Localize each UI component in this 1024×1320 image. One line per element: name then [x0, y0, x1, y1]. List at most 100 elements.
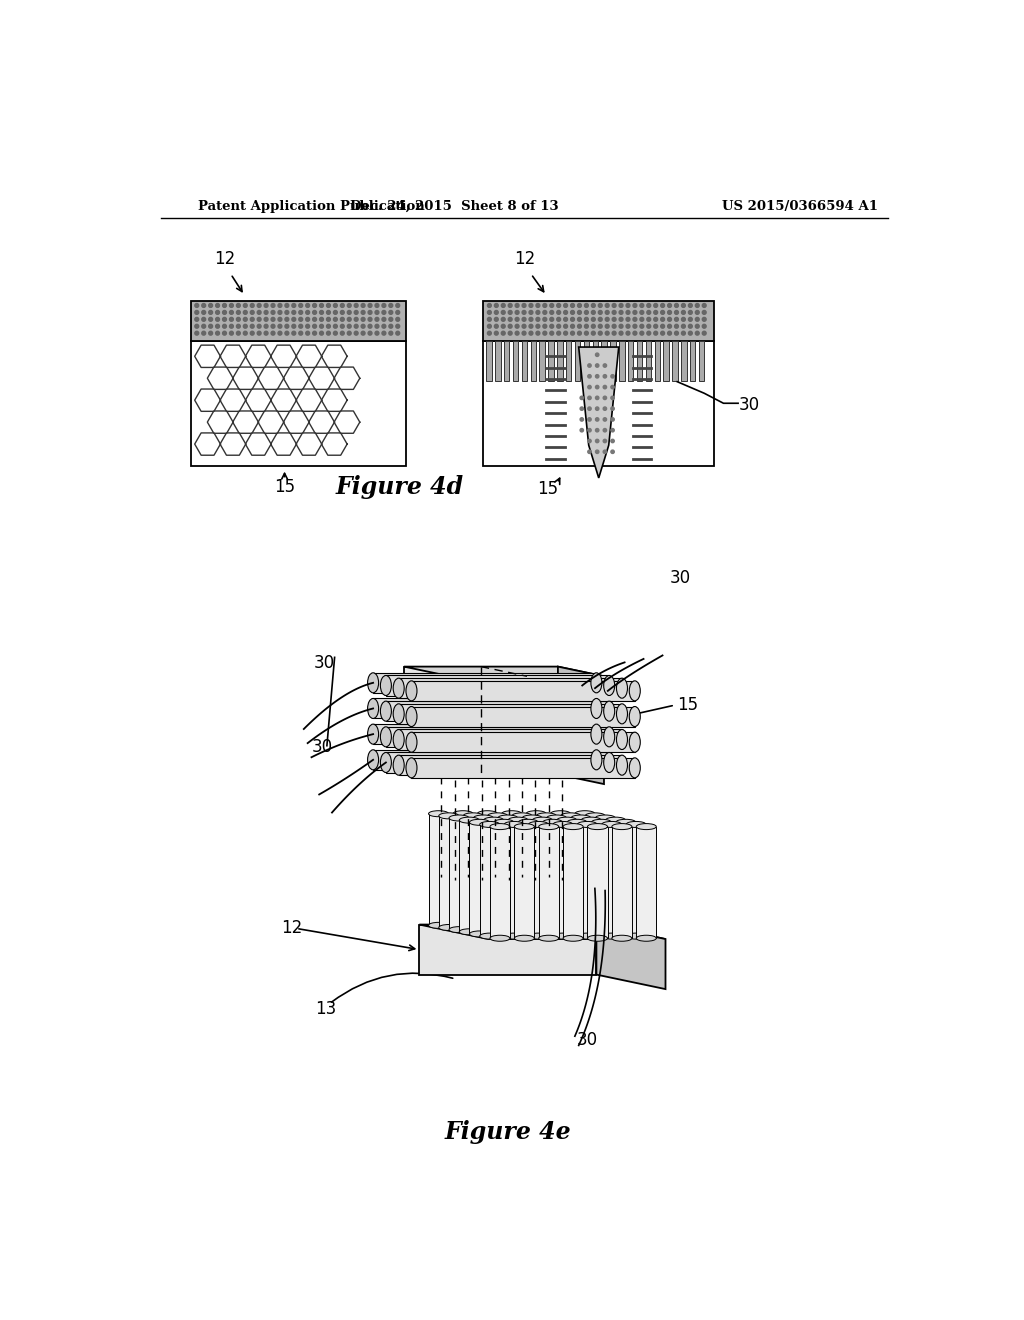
Circle shape: [578, 325, 582, 329]
Bar: [190, 341, 407, 466]
Polygon shape: [602, 825, 622, 936]
Ellipse shape: [571, 814, 591, 821]
Polygon shape: [487, 816, 508, 928]
Text: 30: 30: [313, 653, 335, 672]
Ellipse shape: [604, 727, 614, 747]
Circle shape: [611, 429, 614, 432]
Circle shape: [375, 317, 379, 321]
Circle shape: [508, 331, 512, 335]
Circle shape: [605, 331, 609, 335]
Bar: [672, 341, 678, 381]
Circle shape: [647, 310, 650, 314]
Circle shape: [292, 310, 296, 314]
Circle shape: [563, 325, 567, 329]
Circle shape: [660, 331, 665, 335]
Ellipse shape: [537, 813, 556, 818]
Ellipse shape: [459, 929, 479, 935]
Circle shape: [640, 331, 644, 335]
Circle shape: [264, 304, 268, 308]
Circle shape: [675, 310, 679, 314]
Circle shape: [578, 331, 582, 335]
Circle shape: [299, 317, 303, 321]
Circle shape: [195, 325, 199, 329]
Circle shape: [515, 325, 519, 329]
Circle shape: [257, 304, 261, 308]
Circle shape: [611, 417, 614, 421]
Circle shape: [229, 331, 233, 335]
Circle shape: [222, 331, 226, 335]
Ellipse shape: [591, 750, 602, 770]
Polygon shape: [386, 701, 609, 721]
Ellipse shape: [615, 820, 636, 825]
Ellipse shape: [561, 924, 581, 931]
Ellipse shape: [574, 923, 595, 928]
Circle shape: [382, 304, 386, 308]
Polygon shape: [518, 822, 539, 935]
Ellipse shape: [539, 824, 559, 829]
Circle shape: [596, 417, 599, 421]
Circle shape: [612, 325, 616, 329]
Circle shape: [229, 317, 233, 321]
Circle shape: [596, 385, 599, 389]
Polygon shape: [563, 826, 583, 939]
Polygon shape: [574, 813, 595, 925]
Circle shape: [278, 310, 282, 314]
Ellipse shape: [522, 927, 542, 933]
Ellipse shape: [630, 758, 640, 777]
Text: 15: 15: [538, 480, 558, 499]
Circle shape: [327, 331, 331, 335]
Circle shape: [229, 304, 233, 308]
Circle shape: [598, 304, 602, 308]
Circle shape: [354, 310, 358, 314]
Circle shape: [502, 317, 505, 321]
Polygon shape: [473, 818, 494, 929]
Circle shape: [603, 429, 606, 432]
Polygon shape: [459, 820, 479, 932]
Ellipse shape: [551, 810, 570, 817]
Bar: [681, 341, 686, 381]
Circle shape: [382, 310, 386, 314]
Circle shape: [605, 304, 609, 308]
Circle shape: [237, 304, 241, 308]
Polygon shape: [498, 818, 518, 929]
Ellipse shape: [483, 929, 504, 935]
Ellipse shape: [588, 824, 607, 829]
Circle shape: [222, 310, 226, 314]
Ellipse shape: [380, 752, 391, 772]
Circle shape: [563, 317, 567, 321]
Circle shape: [611, 375, 614, 378]
Text: 30: 30: [311, 738, 333, 756]
Circle shape: [626, 317, 630, 321]
Circle shape: [237, 325, 241, 329]
Ellipse shape: [626, 933, 646, 939]
Polygon shape: [537, 816, 556, 928]
Ellipse shape: [578, 933, 597, 939]
Circle shape: [592, 331, 595, 335]
Circle shape: [312, 331, 316, 335]
Circle shape: [578, 317, 582, 321]
Circle shape: [653, 325, 657, 329]
Polygon shape: [386, 676, 609, 696]
Ellipse shape: [626, 821, 646, 828]
Bar: [584, 341, 589, 381]
Circle shape: [361, 310, 365, 314]
Circle shape: [271, 310, 274, 314]
Polygon shape: [612, 826, 632, 939]
Circle shape: [620, 310, 623, 314]
Ellipse shape: [487, 924, 508, 931]
Circle shape: [522, 325, 526, 329]
Ellipse shape: [567, 931, 587, 937]
Polygon shape: [398, 704, 622, 723]
Circle shape: [375, 304, 379, 308]
Polygon shape: [579, 347, 618, 478]
Circle shape: [389, 304, 393, 308]
Circle shape: [368, 325, 372, 329]
Bar: [540, 341, 545, 381]
Polygon shape: [585, 816, 605, 928]
Circle shape: [229, 310, 233, 314]
Polygon shape: [403, 667, 558, 775]
Circle shape: [487, 304, 492, 308]
Circle shape: [570, 304, 574, 308]
Circle shape: [299, 331, 303, 335]
Ellipse shape: [368, 673, 379, 693]
